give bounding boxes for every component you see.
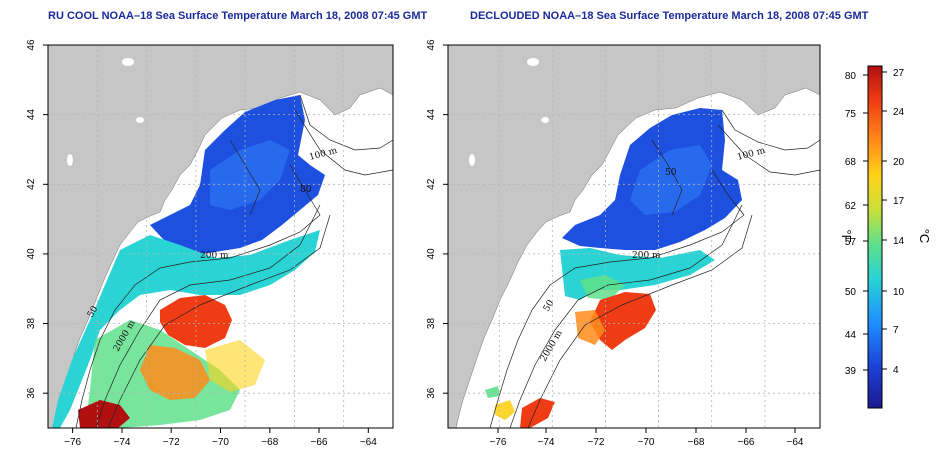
title-right: DECLOUDED NOAA–18 Sea Surface Temperatur… (470, 10, 869, 22)
colorbar-gradient (867, 65, 883, 409)
sst-blue2-left (210, 140, 290, 210)
grid-right (448, 45, 820, 428)
frame-right (447, 44, 821, 429)
ytick-left-4: 44 (26, 109, 37, 121)
colorbar-ticks (863, 71, 887, 371)
isobath-label-right-3: 50 (542, 298, 557, 313)
cb-c-2: 20 (893, 157, 905, 168)
xtick-right-1: −74 (538, 437, 555, 448)
ytick-left-0: 36 (26, 387, 37, 399)
sst-orange-right (575, 310, 605, 345)
cb-unit-c: °C (917, 229, 932, 244)
isobath-label-left-2: 200 m (200, 251, 229, 261)
xtick-left-3: −70 (212, 437, 229, 448)
sst-red-right (590, 292, 656, 350)
ytick-right-5: 46 (426, 39, 437, 51)
cb-c-7: 4 (893, 365, 899, 376)
cb-f-0: 80 (845, 71, 857, 82)
xtick-left-5: −66 (311, 437, 328, 448)
xtick-left-2: −72 (163, 437, 180, 448)
cb-f-6: 44 (845, 330, 857, 341)
xtick-left-1: −74 (114, 437, 131, 448)
ytick-right-4: 44 (426, 109, 437, 121)
xtick-right-4: −68 (688, 437, 705, 448)
cb-f-5: 50 (845, 287, 857, 298)
lake-left-3 (67, 154, 73, 166)
lake-left-2 (136, 117, 144, 123)
cb-c-0: 27 (893, 68, 905, 79)
title-left: RU COOL NOAA–18 Sea Surface Temperature … (48, 10, 428, 22)
isobath-label-right-0: 100 m (736, 146, 767, 163)
cb-f-3: 62 (845, 201, 857, 212)
ytick-right-2: 40 (426, 248, 437, 260)
sst-green-south-right (485, 386, 500, 398)
lake-right-3 (469, 154, 475, 166)
sst-blue2-right (630, 145, 712, 215)
sst-red-south-right (520, 398, 555, 428)
ytick-left-1: 38 (26, 318, 37, 330)
cb-f-7: 39 (845, 366, 857, 377)
xtick-right-0: −76 (490, 437, 507, 448)
xtick-left-4: −68 (261, 437, 278, 448)
cb-f-2: 68 (845, 157, 857, 168)
cb-unit-f: °F (839, 229, 854, 242)
isobath-label-right-4: 50 (665, 168, 677, 178)
sst-cyan-left (52, 230, 320, 428)
xtick-right-2: −72 (588, 437, 605, 448)
lake-right-2 (541, 117, 549, 123)
ticks-right (443, 44, 796, 433)
cb-f-1: 75 (845, 109, 857, 120)
lake-right-1 (527, 58, 539, 66)
ytick-right-0: 36 (426, 387, 437, 399)
isobaths-right (489, 109, 820, 428)
cb-c-3: 17 (893, 196, 905, 207)
sst-orange-left (140, 345, 210, 400)
cb-c-5: 10 (893, 287, 905, 298)
map-left: −76 −74 −72 −70 −68 −66 −64 36 38 40 42 … (26, 39, 394, 448)
ytick-left-5: 46 (26, 39, 37, 51)
isobath-label-right-1: 200 m (632, 251, 661, 261)
xtick-left-0: −76 (64, 437, 81, 448)
ytick-right-3: 42 (426, 178, 437, 190)
isobath-label-left-0: 100 m (308, 146, 339, 163)
ytick-left-2: 40 (26, 248, 37, 260)
xtick-left-6: −64 (360, 437, 377, 448)
colorbar: 80 75 68 62 57 50 44 39 27 24 20 17 14 1… (839, 65, 932, 409)
xtick-right-6: −64 (787, 437, 804, 448)
sst-yellow-left (205, 340, 265, 392)
map-right: −76 −74 −72 −70 −68 −66 −64 36 38 40 42 … (426, 39, 821, 448)
grid-left (48, 45, 393, 428)
cb-c-4: 14 (893, 236, 905, 247)
cb-c-6: 7 (893, 325, 899, 336)
cb-f-4: 57 (845, 237, 857, 248)
lake-left-1 (122, 58, 134, 66)
isobaths-left (75, 94, 393, 428)
sst-yellow-south-right (495, 400, 515, 420)
isobath-label-left-1: 80 (300, 185, 312, 195)
ytick-right-1: 38 (426, 318, 437, 330)
ticks-left (43, 44, 369, 433)
xtick-right-3: −70 (638, 437, 655, 448)
cb-c-1: 24 (893, 107, 905, 118)
ytick-left-3: 42 (26, 178, 37, 190)
xtick-right-5: −66 (738, 437, 755, 448)
